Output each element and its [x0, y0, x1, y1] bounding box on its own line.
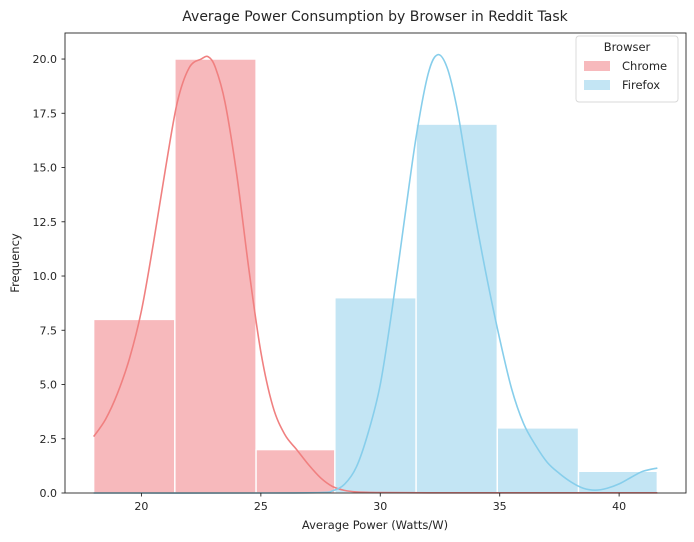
bar-chrome-1: [174, 58, 257, 494]
y-tick-label: 15.0: [33, 162, 58, 175]
x-tick-label: 25: [254, 500, 268, 513]
y-tick-label: 2.5: [40, 433, 58, 446]
chart-title: Average Power Consumption by Browser in …: [182, 9, 568, 25]
bars-layer: [92, 58, 659, 494]
y-tick-label: 12.5: [33, 216, 58, 229]
legend-label-firefox: Firefox: [622, 78, 660, 92]
bar-firefox-0: [334, 297, 417, 494]
bar-firefox-1: [415, 123, 499, 494]
y-tick-label: 0.0: [40, 487, 58, 500]
legend-label-chrome: Chrome: [622, 59, 667, 73]
y-tick-label: 17.5: [33, 107, 58, 120]
x-tick-label: 35: [493, 500, 507, 513]
x-tick-label: 20: [134, 500, 148, 513]
x-axis-ticks: 20 25 30 35 40: [134, 493, 626, 513]
x-axis-label: Average Power (Watts/W): [302, 518, 448, 532]
x-tick-label: 30: [373, 500, 387, 513]
bar-chrome-0: [92, 318, 176, 494]
y-tick-label: 10.0: [33, 270, 58, 283]
kde-line-chrome: [93, 55, 658, 494]
legend-swatch-firefox: [584, 80, 610, 90]
legend: Browser Chrome Firefox: [575, 35, 679, 103]
y-tick-label: 5.0: [40, 379, 58, 392]
legend-swatch-chrome: [584, 61, 610, 71]
y-tick-label: 20.0: [33, 53, 58, 66]
bar-chrome-2: [255, 448, 336, 494]
plot-frame: [64, 32, 687, 494]
kde-layer: [93, 53, 658, 494]
legend-items: Chrome Firefox: [584, 59, 667, 92]
bar-firefox-2: [496, 427, 580, 494]
y-axis-ticks: 0.0 2.5 5.0 7.5 10.0 12.5 15.0 17.5 20.0: [33, 53, 65, 500]
legend-title: Browser: [604, 40, 651, 54]
y-axis-label: Frequency: [8, 233, 22, 293]
y-tick-label: 7.5: [40, 324, 58, 337]
x-tick-label: 40: [612, 500, 626, 513]
kde-line-firefox: [93, 53, 658, 494]
